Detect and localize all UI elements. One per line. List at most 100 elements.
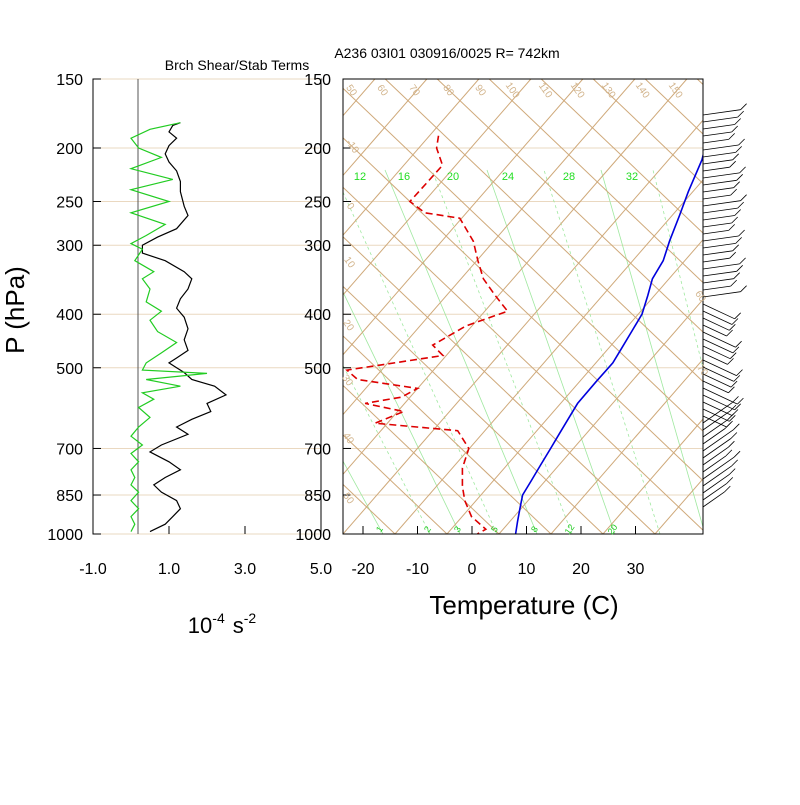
- right-y-ticks: 150 200 250 300 400 500 700 850 1000: [295, 72, 351, 544]
- wind-barb: [702, 331, 736, 348]
- dry-adiabat-line: [343, 186, 703, 531]
- wind-barb-flag: [740, 194, 747, 201]
- wind-barb-flag: [725, 449, 733, 457]
- dry-adiabat-label: 140: [633, 81, 652, 101]
- wind-barb: [702, 235, 739, 242]
- wind-barb-flag: [724, 485, 731, 493]
- wind-barb: [702, 215, 735, 221]
- xlabel-base: 10: [188, 613, 212, 638]
- wind-barb-flag: [739, 166, 746, 174]
- dry-adiabat-line: [343, 87, 703, 432]
- wind-barb-flag: [729, 251, 736, 259]
- wind-barb-flag: [733, 423, 740, 431]
- dry-adiabat-label: 0: [344, 201, 356, 212]
- wind-barb-flag: [732, 396, 739, 403]
- wind-barbs: [702, 103, 747, 508]
- wind-barb-flag: [738, 138, 745, 146]
- left-xtick-label: 5.0: [310, 561, 332, 578]
- wind-barb-flag: [732, 153, 739, 161]
- mixing-ratio-label-top: 32: [626, 171, 638, 183]
- wind-barb: [702, 317, 730, 331]
- isotherm-line: [394, 179, 703, 534]
- wind-barb-flag: [733, 181, 740, 188]
- isotherm-line: [343, 79, 584, 356]
- dry-adiabat-line: [343, 434, 448, 534]
- isotherm-line: [0, 79, 219, 534]
- wind-barb: [702, 222, 732, 228]
- dry-adiabat-label: 70: [406, 83, 422, 99]
- wind-barb-flag: [737, 201, 744, 209]
- right-xtick-label: 10: [518, 561, 536, 578]
- wind-barb: [702, 139, 729, 144]
- isotherm-line: [343, 79, 532, 296]
- isotherm-line: [550, 358, 703, 534]
- dry-adiabat-label: 100: [503, 81, 522, 101]
- temperature-profile-line: [514, 152, 703, 534]
- dry-adiabat-line: [343, 236, 656, 534]
- wind-barb-flag: [733, 450, 741, 458]
- dry-adiabat-line: [384, 79, 703, 383]
- wind-barb: [702, 250, 733, 256]
- isotherm-line: [498, 298, 703, 534]
- wind-barb: [702, 429, 734, 452]
- wind-barb-flag: [734, 312, 741, 320]
- wind-barb: [702, 187, 734, 193]
- wind-barb: [702, 352, 728, 365]
- wind-barb-flag: [730, 188, 737, 196]
- wind-barb-flag: [728, 133, 735, 140]
- dry-adiabat-label: 120: [568, 81, 587, 101]
- mixing-ratio-label-top: 24: [502, 171, 514, 183]
- right-ytick-label: 150: [304, 72, 331, 89]
- wind-barb: [702, 200, 741, 207]
- mixing-ratio-label-bottom: 12: [563, 522, 577, 536]
- wind-barb-flag: [726, 329, 733, 337]
- left-ytick-label: 700: [56, 441, 83, 458]
- shear-stability-panel: -1.0 1.0 3.0 5.0 150 200 250 300 400 500 700 850 10…: [0, 57, 332, 638]
- wind-barb: [702, 338, 734, 354]
- wind-barb-flag: [738, 229, 745, 237]
- wind-barb-flag: [730, 279, 737, 287]
- dry-adiabat-line: [0, 79, 291, 534]
- isotherm-line: [343, 79, 428, 177]
- wind-barb-flag: [739, 257, 746, 265]
- right-xtick-label: -10: [406, 561, 429, 578]
- wind-barb-flag: [731, 216, 738, 224]
- wind-barb-flag: [731, 459, 738, 467]
- dry-adiabat-label: 80: [440, 83, 456, 99]
- wind-barb-flag: [740, 103, 747, 110]
- wind-barb-flag: [731, 318, 739, 325]
- wind-barb-flag: [729, 404, 737, 412]
- mixing-ratio-label-bottom: 8: [529, 524, 540, 534]
- isotherm-line: [343, 79, 480, 236]
- left-ytick-label: 200: [56, 141, 83, 158]
- right-series-group: [345, 135, 703, 534]
- wind-barb: [702, 380, 729, 394]
- wind-barb-flag: [729, 352, 737, 359]
- wind-barb: [702, 270, 737, 277]
- mixing-ratio-label-top: 16: [398, 171, 410, 183]
- mixing-ratio-label-top: 12: [354, 171, 366, 183]
- mixing-ratio-line: [343, 291, 461, 534]
- left-ytick-label: 400: [56, 307, 83, 324]
- left-ytick-label: 500: [56, 361, 83, 378]
- left-series-group: [128, 122, 228, 533]
- dry-adiabat-label: 50: [343, 83, 359, 99]
- left-x-axis-label: 10-4 s-2: [188, 610, 257, 638]
- wind-barb: [702, 465, 732, 487]
- wind-barb: [702, 243, 736, 249]
- wind-barb: [702, 446, 729, 466]
- wind-barb-flag: [728, 440, 735, 448]
- wind-barb-flag: [735, 146, 742, 153]
- wind-barb-flag: [730, 380, 738, 388]
- left-panel-title: Brch Shear/Stab Terms: [165, 57, 309, 73]
- mixing-ratio-label-bottom: 20: [606, 522, 620, 536]
- wind-barb: [702, 116, 738, 123]
- left-xtick-label: -1.0: [79, 561, 107, 578]
- wind-barb: [702, 179, 737, 186]
- wind-barb: [702, 144, 739, 151]
- mixing-ratio-line: [486, 169, 616, 534]
- wind-barb-flag: [734, 118, 741, 125]
- xlabel-unit: s: [233, 613, 244, 638]
- wind-barb: [702, 483, 728, 501]
